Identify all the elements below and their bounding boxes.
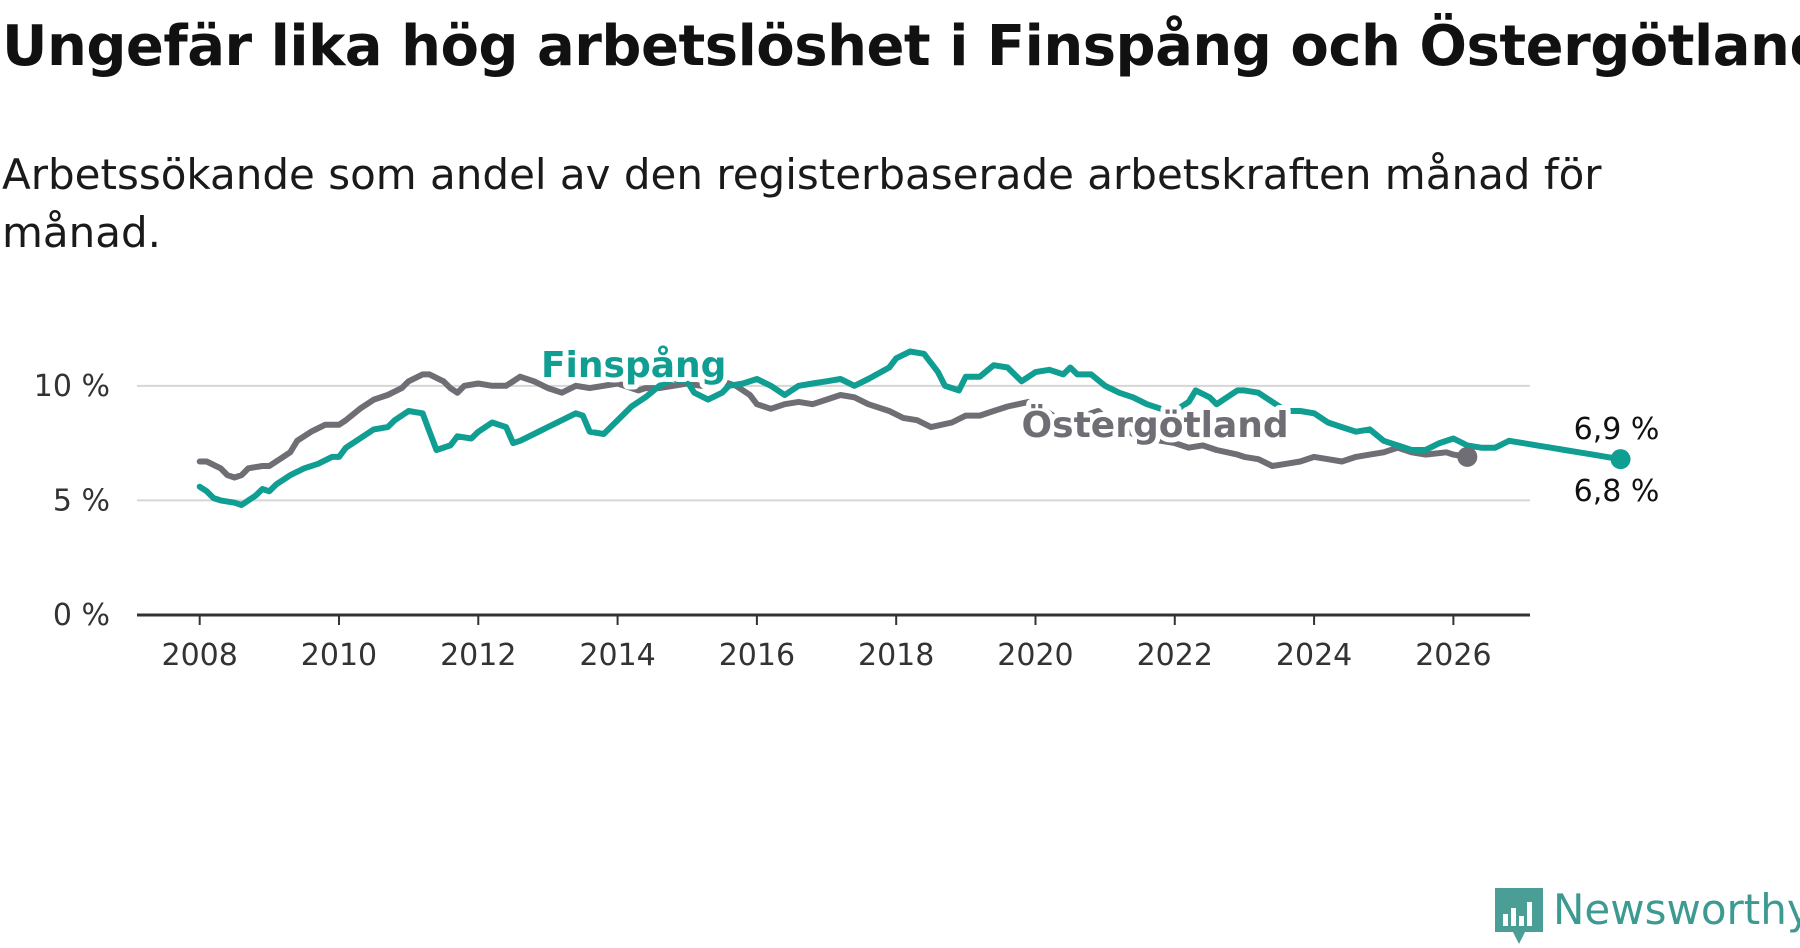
x-tick-label: 2020 [997,638,1073,673]
x-tick-label: 2008 [162,638,238,673]
x-tick-label: 2010 [301,638,377,673]
x-axis: 2008 2010 2012 2014 2016 2018 2020 2022 2024 2026 [137,613,1530,673]
x-tick-label: 2016 [719,638,795,673]
brand-logo[interactable]: Newsworthy [1495,888,1800,948]
series-line-finspang [196,348,1624,508]
series-label-ostergotland: Östergötland [1022,404,1289,446]
end-value-label-ostergotland: 6,9 % [1574,412,1660,447]
end-marker-ostergotland [1457,446,1478,467]
x-tick-label: 2024 [1276,638,1352,673]
x-tick-label: 2022 [1137,638,1213,673]
labels-layer: Östergötland Finspång 6,9 % 6,8 % [536,340,1662,512]
end-marker-finspang [1610,449,1631,470]
grid-lines: 0 % 5 % 10 % [34,369,1530,633]
brand-name: Newsworthy [1553,885,1800,934]
chart-title: Ungefär lika hög arbetslöshet i Finspång… [2,14,1800,79]
x-tick-label: 2012 [440,638,516,673]
series-layer [196,348,1631,508]
series-line-ostergotland [196,371,1471,481]
y-tick-label: 0 % [53,598,110,633]
x-tick-label: 2018 [858,638,934,673]
y-tick-label: 10 % [34,369,110,404]
x-tick-label: 2026 [1415,638,1491,673]
end-value-label-finspang: 6,8 % [1574,474,1660,509]
x-tick-label: 2014 [579,638,655,673]
series-label-finspang: Finspång [541,345,726,386]
newsworthy-logo-icon [1495,888,1543,944]
chart-subtitle: Arbetssökande som andel av den registerb… [2,150,1602,257]
y-tick-label: 5 % [53,483,110,518]
